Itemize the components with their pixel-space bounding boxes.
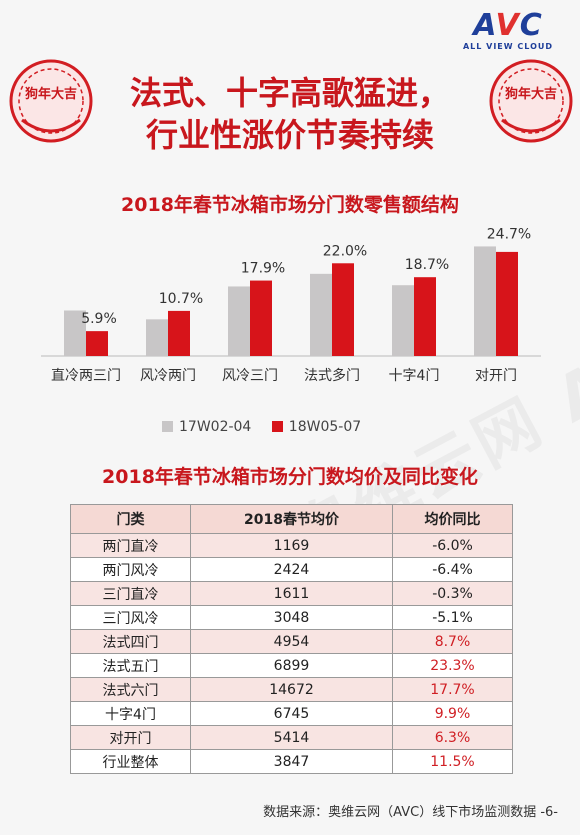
category-label: 风冷三门 [222, 368, 278, 384]
headline-line-1: 法式、十字高歌猛进， [129, 74, 450, 112]
data-label: 18.7% [405, 257, 449, 273]
cell-avg-price: 6899 [189, 653, 394, 678]
dog-year-seal-right-icon: 狗年大吉 [489, 59, 573, 143]
seal-text: 狗年大吉 [25, 86, 77, 102]
bar-red-3 [332, 263, 354, 356]
table-row: 行业整体 3847 11.5% [70, 749, 513, 774]
cell-yoy: 6.3% [392, 725, 513, 750]
cell-category: 三门直冷 [70, 581, 191, 606]
cell-yoy: 11.5% [392, 749, 513, 774]
seal-text: 狗年大吉 [505, 86, 557, 102]
table-row: 对开门 5414 6.3% [70, 725, 513, 750]
bar-red-0 [86, 331, 108, 356]
cell-category: 三门风冷 [70, 605, 191, 630]
cell-yoy: -6.0% [392, 533, 513, 558]
legend-swatch-gray [162, 421, 173, 432]
table-row: 法式五门 6899 23.3% [70, 653, 513, 678]
bar-red-5 [496, 251, 518, 356]
legend-item-series-2: 18W05-07 [271, 419, 362, 435]
cell-avg-price: 3847 [189, 749, 394, 774]
logo-subtitle: ALL VIEW CLOUD [462, 42, 554, 51]
header-avg-price: 2018春节均价 [189, 504, 394, 534]
cell-yoy: 23.3% [392, 653, 513, 678]
category-label: 直冷两三门 [51, 367, 121, 384]
chart-title: 2018年春节冰箱市场分门数零售额结构 [121, 194, 459, 216]
bar-gray-4 [392, 285, 414, 356]
bar-gray-1 [146, 319, 168, 356]
table-row: 法式四门 4954 8.7% [70, 629, 513, 654]
category-label: 风冷两门 [140, 368, 196, 384]
table-row: 三门直冷 1611 -0.3% [70, 581, 513, 606]
cell-category: 两门直冷 [70, 533, 191, 558]
cell-avg-price: 4954 [189, 629, 394, 654]
category-label: 十字4门 [389, 368, 440, 384]
cell-yoy: 8.7% [392, 629, 513, 654]
cell-yoy: 9.9% [392, 701, 513, 726]
data-label: 10.7% [159, 291, 203, 307]
legend-label: 17W02-04 [179, 419, 252, 435]
bar-red-4 [414, 277, 436, 356]
table-header-row: 门类 2018春节均价 均价同比 [70, 504, 513, 534]
bar-gray-2 [228, 286, 250, 356]
bar-red-2 [250, 280, 272, 356]
data-label: 24.7% [487, 226, 531, 242]
cell-avg-price: 2424 [189, 557, 394, 582]
data-label: 17.9% [241, 261, 285, 277]
cell-avg-price: 5414 [189, 725, 394, 750]
data-label: 5.9% [81, 311, 117, 327]
cell-yoy: -6.4% [392, 557, 513, 582]
cell-category: 十字4门 [70, 701, 191, 726]
bar-gray-5 [474, 246, 496, 356]
cell-category: 法式五门 [70, 653, 191, 678]
headline: 法式、十字高歌猛进， 行业性涨价节奏持续 [90, 72, 490, 156]
cell-yoy: -0.3% [392, 581, 513, 606]
table-row: 十字4门 6745 9.9% [70, 701, 513, 726]
data-label: 22.0% [323, 243, 367, 259]
chart-legend: 17W02-04 18W05-07 [162, 419, 377, 435]
table-row: 两门风冷 2424 -6.4% [70, 557, 513, 582]
cell-category: 行业整体 [70, 749, 191, 774]
avc-logo: AVC ALL VIEW CLOUD [458, 10, 558, 52]
legend-label: 18W05-07 [288, 419, 362, 435]
retail-structure-bar-chart: 5.9% 直冷两三门 10.7% 风冷两门 17.9% 风冷三门 22.0% 法式多门 18.7… [41, 226, 541, 384]
category-label: 对开门 [475, 368, 517, 384]
cell-category: 法式四门 [70, 629, 191, 654]
cell-category: 对开门 [70, 725, 191, 750]
bar-gray-0 [64, 310, 86, 356]
bar-red-1 [168, 310, 190, 356]
cell-category: 法式六门 [70, 677, 191, 702]
bar-gray-3 [310, 273, 332, 356]
headline-line-2: 行业性涨价节奏持续 [145, 116, 434, 154]
cell-yoy: 17.7% [392, 677, 513, 702]
legend-item-series-1: 17W02-04 [162, 419, 251, 435]
table-row: 三门风冷 3048 -5.1% [70, 605, 513, 630]
cell-avg-price: 14672 [189, 677, 394, 702]
cell-avg-price: 1169 [189, 533, 394, 558]
table-row: 法式六门 14672 17.7% [70, 677, 513, 702]
average-price-table: 门类 2018春节均价 均价同比 两门直冷 1169 -6.0% 两门风冷 2424 -6… [70, 504, 513, 774]
table-title: 2018年春节冰箱市场分门数均价及同比变化 [102, 466, 478, 488]
cell-yoy: -5.1% [392, 605, 513, 630]
legend-swatch-red [271, 421, 283, 432]
data-source-note: 数据来源：奥维云网（AVC）线下市场监测数据 -6- [263, 805, 558, 820]
header-yoy: 均价同比 [392, 504, 513, 534]
dog-year-seal-left-icon: 狗年大吉 [9, 59, 93, 143]
cell-avg-price: 1611 [189, 581, 394, 606]
header-category: 门类 [70, 504, 191, 534]
category-label: 法式多门 [304, 367, 360, 384]
cell-avg-price: 6745 [189, 701, 394, 726]
table-row: 两门直冷 1169 -6.0% [70, 533, 513, 558]
cell-category: 两门风冷 [70, 557, 191, 582]
cell-avg-price: 3048 [189, 605, 394, 630]
